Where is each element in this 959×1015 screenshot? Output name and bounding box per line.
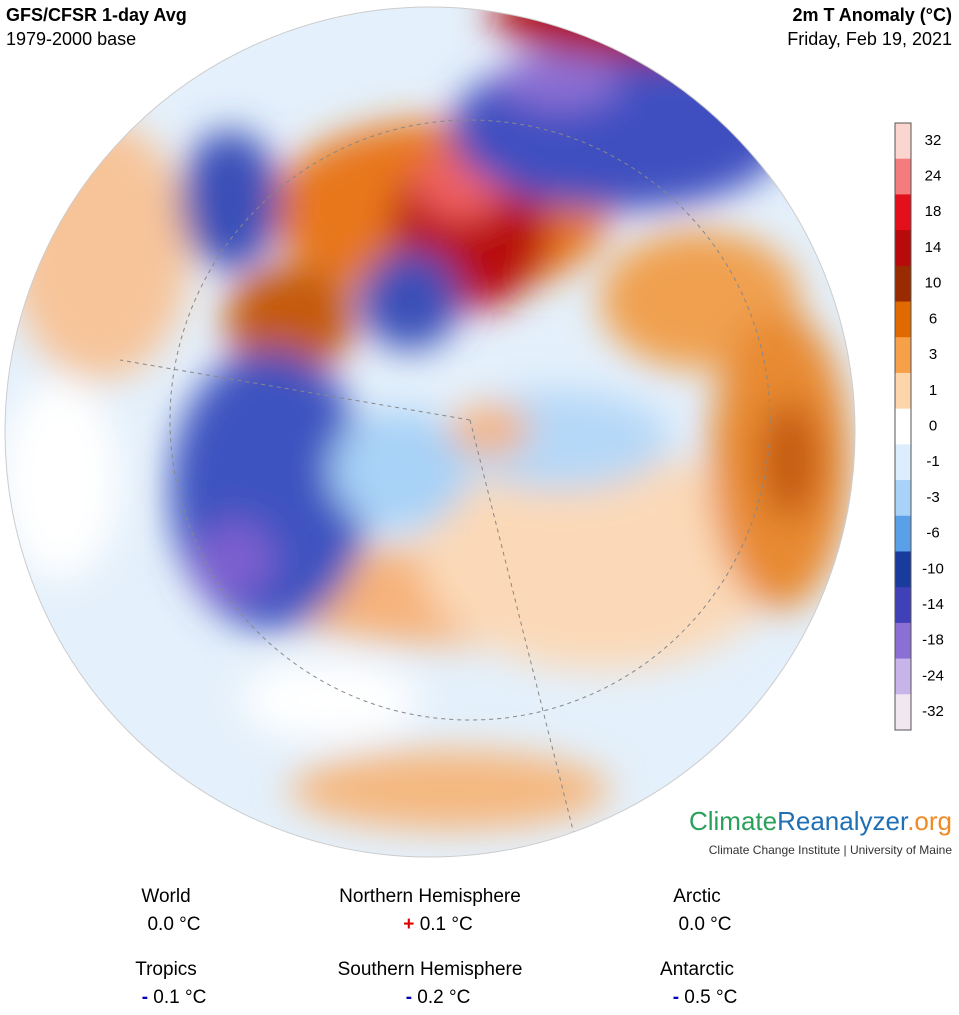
- stat-value: - 0.2 °C: [406, 987, 471, 1008]
- colorbar-label: 18: [925, 203, 942, 220]
- colorbar-label: 10: [925, 275, 942, 292]
- stats: World 0.0 °C Northern Hemisphere + 0.1 °C Ar…: [135, 886, 737, 1008]
- stat-label: Tropics: [135, 959, 197, 980]
- colorbar-label: -24: [922, 667, 944, 684]
- colorbar-label: 14: [925, 239, 942, 256]
- colorbar-band: [895, 301, 911, 338]
- colorbar-label: -14: [922, 596, 944, 613]
- stat-value: + 0.1 °C: [403, 914, 472, 935]
- colorbar-band: [895, 444, 911, 481]
- globe-map: [5, 7, 855, 857]
- stat-number: 0.2 °C: [417, 987, 470, 1008]
- stat-value: - 0.5 °C: [673, 987, 738, 1008]
- colorbar-band: [895, 408, 911, 445]
- colorbar-label: 6: [929, 310, 937, 327]
- colorbar-band: [895, 230, 911, 267]
- variable: 2m T Anomaly (°C): [792, 5, 952, 25]
- colorbar-label: -32: [922, 703, 944, 720]
- colorbar-label: 1: [929, 382, 937, 399]
- stat-sign: -: [142, 987, 148, 1008]
- colorbar-band: [895, 265, 911, 303]
- subtitle: 1979-2000 base: [6, 29, 136, 49]
- colorbar-band: [895, 694, 911, 731]
- stat-number: 0.0 °C: [147, 914, 200, 935]
- colorbar-label: 24: [925, 168, 942, 185]
- colorbar-band: [895, 194, 911, 231]
- colorbar-band: [895, 158, 911, 195]
- colorbar-label: -18: [922, 632, 944, 649]
- date: Friday, Feb 19, 2021: [787, 29, 952, 49]
- colorbar-frame: [894, 122, 912, 731]
- colorbar-label: 32: [925, 132, 942, 149]
- colorbar-band: [895, 658, 911, 695]
- stat-label: Arctic: [673, 886, 721, 907]
- stat-label: World: [141, 886, 190, 907]
- stat-number: 0.1 °C: [420, 914, 473, 935]
- stat-sign: +: [403, 914, 414, 935]
- branding-part: .org: [907, 806, 952, 836]
- stat-value: 0.0 °C: [678, 914, 731, 935]
- colorbar-band: [895, 551, 911, 588]
- stat-sign: -: [406, 987, 412, 1008]
- affiliation: Climate Change Institute | University of…: [709, 843, 953, 857]
- colorbar-band: [895, 123, 911, 160]
- colorbar-band: [895, 622, 911, 660]
- colorbar-label: 0: [929, 417, 937, 434]
- stat-label: Antarctic: [660, 959, 734, 980]
- colorbar-band: [895, 337, 911, 374]
- stat-label: Southern Hemisphere: [338, 959, 523, 980]
- stat-number: 0.1 °C: [153, 987, 206, 1008]
- title: GFS/CFSR 1-day Avg: [6, 5, 187, 25]
- branding: ClimateReanalyzer.org: [689, 806, 952, 836]
- stat-number: 0.5 °C: [684, 987, 737, 1008]
- colorbar-label: -6: [926, 525, 939, 542]
- stat-sign: -: [673, 987, 679, 1008]
- stat-number: 0.0 °C: [678, 914, 731, 935]
- stat-value: - 0.1 °C: [142, 987, 207, 1008]
- colorbar-band: [895, 480, 911, 517]
- colorbar-band: [895, 372, 911, 410]
- stat-label: Northern Hemisphere: [339, 886, 521, 907]
- colorbar-label: -3: [926, 489, 939, 506]
- colorbar-label: 3: [929, 346, 937, 363]
- branding-part: Climate: [689, 806, 777, 836]
- colorbar-label: -10: [922, 560, 944, 577]
- colorbar-band: [895, 515, 911, 552]
- colorbar-band: [895, 587, 911, 624]
- colorbar-label: -1: [926, 453, 939, 470]
- branding-part: Reanalyzer: [777, 806, 909, 836]
- stat-value: 0.0 °C: [147, 914, 200, 935]
